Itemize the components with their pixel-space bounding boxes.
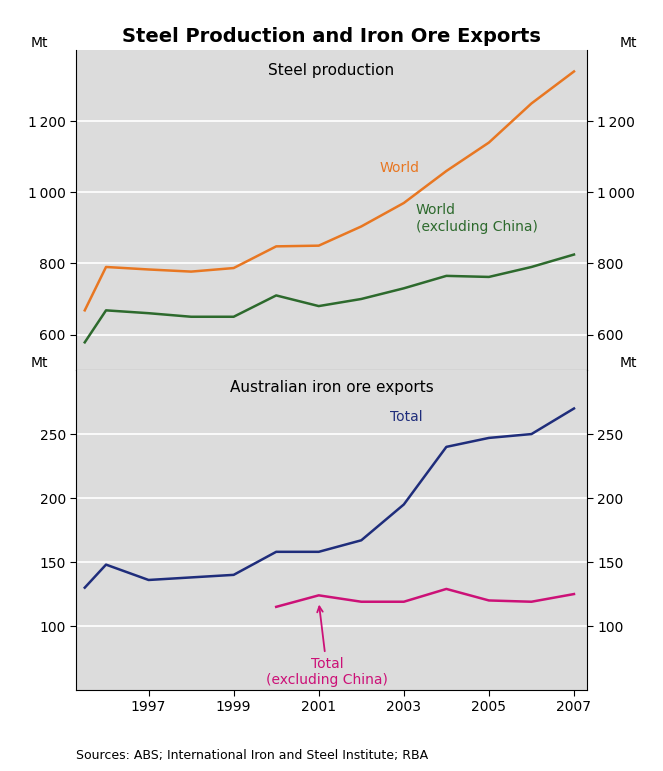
Text: Mt: Mt — [30, 36, 48, 50]
Text: Mt: Mt — [30, 356, 48, 370]
Text: World
(excluding China): World (excluding China) — [416, 203, 538, 234]
Text: Sources: ABS; International Iron and Steel Institute; RBA: Sources: ABS; International Iron and Ste… — [76, 749, 428, 762]
Text: World: World — [380, 160, 420, 175]
Text: Australian iron ore exports: Australian iron ore exports — [229, 379, 434, 395]
Text: Total
(excluding China): Total (excluding China) — [267, 607, 388, 687]
Text: Steel production: Steel production — [269, 63, 394, 78]
Text: Steel Production and Iron Ore Exports: Steel Production and Iron Ore Exports — [122, 27, 541, 46]
Text: Total: Total — [391, 410, 423, 424]
Text: Mt: Mt — [620, 356, 637, 370]
Text: Mt: Mt — [620, 36, 637, 50]
